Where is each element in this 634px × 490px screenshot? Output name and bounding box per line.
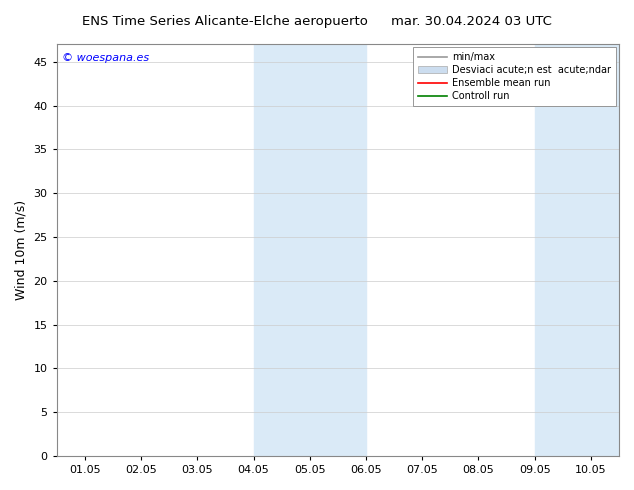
Bar [254,45,366,456]
Bar [534,45,619,456]
Text: © woespana.es: © woespana.es [62,52,150,63]
Text: ENS Time Series Alicante-Elche aeropuerto: ENS Time Series Alicante-Elche aeropuert… [82,15,368,28]
Text: mar. 30.04.2024 03 UTC: mar. 30.04.2024 03 UTC [391,15,552,28]
Legend: min/max, Desviaci acute;n est  acute;ndar, Ensemble mean run, Controll run: min/max, Desviaci acute;n est acute;ndar… [413,48,616,106]
Y-axis label: Wind 10m (m/s): Wind 10m (m/s) [15,200,28,300]
